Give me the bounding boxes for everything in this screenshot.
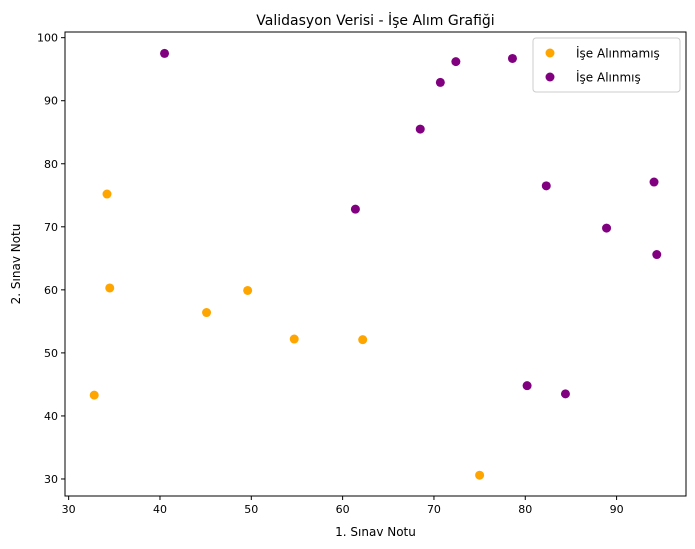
y-tick-label: 30 — [44, 473, 58, 486]
y-tick-label: 90 — [44, 95, 58, 108]
x-axis-label: 1. Sınav Notu — [335, 525, 416, 539]
y-tick-label: 100 — [37, 32, 58, 45]
point-not-hired — [358, 335, 368, 345]
point-not-hired — [243, 285, 253, 295]
x-tick-label: 70 — [427, 503, 441, 516]
data-points — [89, 48, 662, 480]
point-not-hired — [289, 334, 299, 344]
legend-label-hired: İşe Alınmış — [576, 70, 641, 85]
legend-frame — [532, 37, 681, 93]
point-not-hired — [202, 308, 212, 318]
point-hired — [541, 181, 551, 191]
point-hired — [435, 77, 445, 87]
point-hired — [507, 53, 517, 63]
legend-label-not-hired: İşe Alınmamış — [576, 46, 660, 61]
point-hired — [350, 204, 360, 214]
x-tick-label: 50 — [244, 503, 258, 516]
point-hired — [560, 389, 570, 399]
y-tick-label: 70 — [44, 221, 58, 234]
legend: İşe Alınmamış İşe Alınmış — [532, 37, 681, 93]
y-axis-label: 2. Sınav Notu — [9, 224, 23, 305]
legend-marker-hired — [545, 72, 555, 82]
x-tick-label: 90 — [610, 503, 624, 516]
point-hired — [451, 57, 461, 67]
legend-marker-not-hired — [545, 48, 555, 58]
point-hired — [415, 124, 425, 134]
point-hired — [652, 250, 662, 260]
point-hired — [602, 223, 612, 233]
point-not-hired — [89, 390, 99, 400]
x-axis-ticks: 30 40 50 60 70 80 90 — [62, 496, 624, 516]
plot-frame — [64, 31, 687, 497]
x-tick-label: 40 — [153, 503, 167, 516]
point-not-hired — [475, 470, 485, 480]
x-tick-label: 30 — [62, 503, 76, 516]
x-tick-label: 60 — [336, 503, 350, 516]
plot-area — [64, 31, 687, 497]
y-tick-label: 80 — [44, 158, 58, 171]
point-not-hired — [102, 189, 112, 199]
point-hired — [522, 381, 532, 391]
x-tick-label: 80 — [518, 503, 532, 516]
y-tick-label: 40 — [44, 410, 58, 423]
point-hired — [649, 177, 659, 187]
chart-title: Validasyon Verisi - İşe Alım Grafiği — [256, 11, 494, 29]
point-hired — [160, 48, 170, 58]
point-not-hired — [105, 283, 115, 293]
y-tick-label: 50 — [44, 347, 58, 360]
y-axis-ticks: 30 40 50 60 70 80 90 100 — [37, 32, 65, 486]
y-tick-label: 60 — [44, 284, 58, 297]
